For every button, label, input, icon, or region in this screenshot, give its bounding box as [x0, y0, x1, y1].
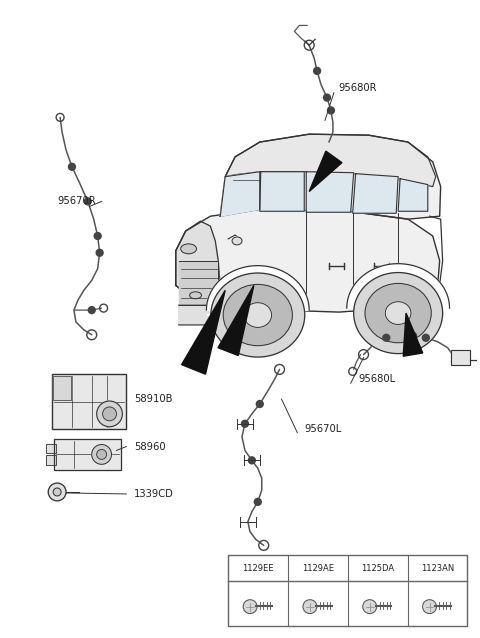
Bar: [228, 555, 468, 627]
Ellipse shape: [180, 244, 196, 254]
Bar: [46, 456, 56, 465]
Polygon shape: [403, 313, 423, 356]
Text: 95680L: 95680L: [359, 375, 396, 384]
Ellipse shape: [96, 450, 107, 459]
Bar: [54, 438, 121, 470]
Circle shape: [53, 488, 61, 496]
Circle shape: [88, 307, 95, 313]
Ellipse shape: [244, 302, 272, 327]
Polygon shape: [353, 174, 398, 213]
Circle shape: [363, 600, 377, 614]
Polygon shape: [225, 134, 436, 186]
Circle shape: [324, 94, 330, 101]
Bar: [451, 350, 470, 366]
Polygon shape: [306, 172, 354, 212]
Bar: [46, 443, 56, 454]
Bar: [54, 438, 121, 470]
Text: 1129AE: 1129AE: [302, 563, 334, 572]
Circle shape: [422, 600, 436, 614]
Circle shape: [313, 68, 321, 75]
Polygon shape: [309, 151, 342, 191]
Polygon shape: [206, 265, 309, 315]
Circle shape: [241, 420, 249, 427]
Bar: [53, 376, 71, 400]
Circle shape: [243, 600, 257, 614]
Polygon shape: [260, 172, 304, 211]
Polygon shape: [220, 172, 260, 216]
Polygon shape: [218, 285, 254, 355]
Ellipse shape: [92, 445, 111, 464]
Ellipse shape: [211, 273, 305, 357]
Circle shape: [256, 401, 263, 408]
Ellipse shape: [96, 401, 122, 427]
Circle shape: [303, 600, 317, 614]
Circle shape: [84, 198, 91, 205]
Circle shape: [383, 334, 390, 341]
Circle shape: [409, 332, 417, 339]
Bar: [228, 555, 468, 627]
Text: 95670R: 95670R: [57, 197, 96, 206]
Text: 1125DA: 1125DA: [361, 563, 394, 572]
Polygon shape: [181, 290, 225, 374]
Ellipse shape: [385, 302, 411, 325]
Ellipse shape: [190, 292, 202, 299]
Bar: [46, 443, 56, 454]
Text: 95670L: 95670L: [304, 424, 341, 434]
Text: 95680R: 95680R: [339, 83, 377, 93]
Bar: [451, 350, 470, 366]
Text: 1123AN: 1123AN: [421, 563, 454, 572]
Ellipse shape: [365, 283, 431, 343]
Polygon shape: [347, 263, 450, 313]
Circle shape: [96, 249, 103, 256]
Circle shape: [254, 498, 261, 505]
Text: 58910B: 58910B: [134, 394, 173, 404]
Circle shape: [48, 483, 66, 501]
Ellipse shape: [232, 237, 242, 245]
Circle shape: [249, 457, 255, 464]
Circle shape: [69, 163, 75, 170]
Text: 1129EE: 1129EE: [242, 563, 274, 572]
Ellipse shape: [103, 407, 117, 421]
Ellipse shape: [223, 285, 292, 346]
Ellipse shape: [354, 272, 443, 353]
Bar: [46, 456, 56, 465]
Bar: [53, 376, 71, 400]
Polygon shape: [220, 134, 441, 219]
Polygon shape: [176, 221, 220, 305]
Text: 58960: 58960: [134, 441, 166, 452]
Circle shape: [94, 232, 101, 239]
Bar: [52, 375, 126, 429]
Polygon shape: [179, 261, 218, 305]
Polygon shape: [176, 209, 440, 312]
Circle shape: [422, 334, 429, 341]
Polygon shape: [398, 179, 428, 211]
Polygon shape: [179, 305, 235, 325]
Bar: [52, 375, 126, 429]
Circle shape: [327, 107, 335, 114]
Text: 1339CD: 1339CD: [134, 489, 174, 499]
